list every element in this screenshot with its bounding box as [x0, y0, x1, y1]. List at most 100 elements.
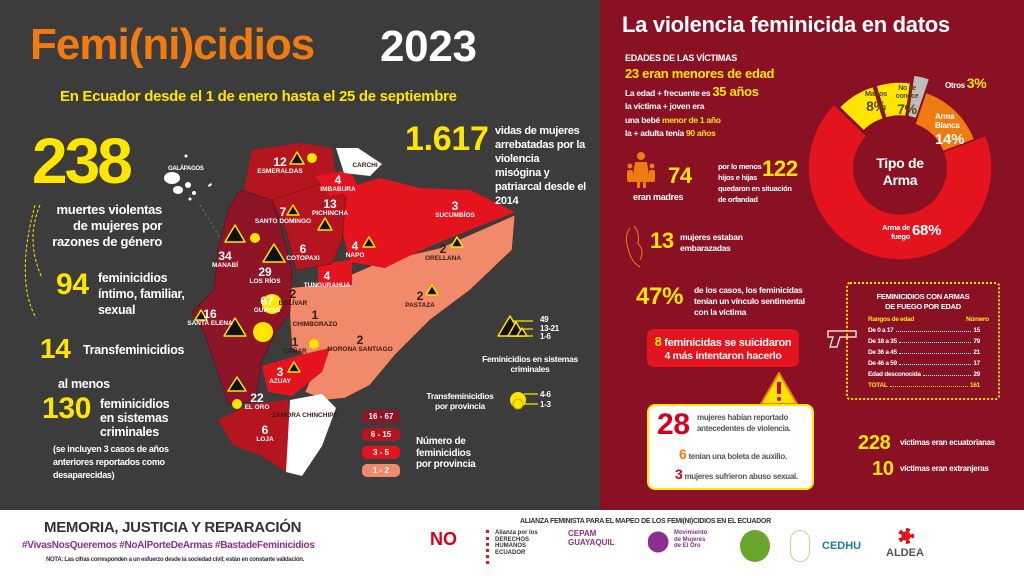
triangle-marker — [362, 236, 376, 248]
old-prefix: la + adulta tenía — [625, 128, 684, 138]
province-count: 6 — [261, 423, 269, 437]
slice-label-otros: Otros 3% — [945, 75, 987, 91]
province-label: 7 SANTO DOMINGO — [255, 206, 311, 226]
criminal-prefix: al menos — [58, 377, 110, 391]
province-name: MORONA SANTIAGO — [327, 346, 393, 353]
logo-aldea: ALDEA — [886, 547, 924, 559]
trans-count: 14 — [40, 333, 71, 364]
province-count: 12 — [273, 155, 287, 169]
province-label: 3 SUCUMBÍOS — [435, 200, 475, 220]
freq-prefix: La edad + frecuente es — [625, 88, 711, 98]
province-name: CARCHI — [352, 162, 378, 169]
footer-hashtags: #VivasNosQueremos #NoAlPorteDeArmas #Bas… — [22, 540, 315, 551]
subtitle: En Ecuador desde el 1 de enero hasta el … — [60, 88, 457, 105]
province-label: 1 CAÑAR — [283, 336, 306, 356]
region-imbabura — [315, 170, 360, 196]
triangle-marker — [287, 361, 301, 373]
trans-circles — [232, 153, 526, 410]
province-label: 2 PASTAZA — [405, 290, 435, 310]
region-carchi — [336, 148, 382, 176]
suicide-num: 8 — [654, 334, 662, 349]
circle-marker — [250, 233, 260, 243]
trans-label: Transfeminicidios — [83, 343, 185, 357]
ages-heading: EDADES DE LAS VÍCTIMAS — [625, 53, 737, 63]
region-loja — [218, 400, 292, 472]
young-value: menor de 1 año — [661, 115, 721, 125]
total-label: muertes violentas de mujeres por razones… — [52, 202, 162, 249]
old-value: 90 años — [685, 128, 716, 138]
logo-mujeres-el-oro: Movimiento de Mujeres de El Oro — [648, 530, 708, 564]
province-name: TUNGURAHUA — [303, 282, 351, 289]
orphans-label: quedaron en situación — [718, 184, 792, 193]
province-label: 4 NAPO — [346, 240, 365, 260]
suicide-attempt: 4 más intentaron hacerlo — [664, 350, 782, 362]
mothers-count: 74 — [668, 163, 692, 188]
province-label: ZAMORA CHINCHIPE — [272, 412, 338, 420]
footer-slogan: MEMORIA, JUSTICIA Y REPARACIÓN — [44, 519, 302, 536]
province-name: PASTAZA — [405, 302, 435, 309]
province-count: 2 — [289, 287, 297, 301]
province-name: MANABÍ — [212, 262, 238, 269]
province-count: 2 — [356, 333, 364, 347]
slice-label-no-se-conoce: No se conoce 7% — [895, 85, 919, 117]
total-count: 238 — [32, 125, 133, 197]
donut-slice-manos — [838, 85, 885, 132]
orphans-label: de orfandad — [718, 195, 758, 204]
province-label: 2 MORONA SANTIAGO — [327, 334, 392, 354]
firearms-by-age-table: FEMINICIDIOS CON ARMAS DE FUEGO POR EDAD … — [846, 282, 1000, 400]
reported-label: mujeres habían reportado antecedentes de… — [697, 413, 791, 433]
freq-age: La edad + frecuente es 35 años — [625, 84, 759, 99]
legend-value: 49 — [540, 315, 549, 324]
province-name: PICHINCHA — [311, 210, 349, 217]
mothers-label: eran madres — [633, 192, 684, 202]
legend-triangle-small — [516, 327, 528, 337]
province-label: CARCHI — [352, 162, 377, 170]
ecuadorian-label: víctimas eran ecuatorianas — [900, 438, 995, 447]
abuse-label: mujeres sufrieron abuso sexual. — [684, 472, 798, 481]
logo-no-mas: NO — [430, 529, 457, 549]
abuse-line: 3 mujeres sufrieron abuso sexual. — [675, 466, 798, 482]
region-sucumbios-napo — [340, 178, 515, 268]
young-1: la víctima + joven era — [625, 101, 705, 111]
suicide-box: 8 feminicidas se suicidaron 4 más intent… — [647, 329, 799, 367]
province-label: 22 EL ORO — [245, 392, 270, 412]
circle-marker — [262, 294, 282, 314]
violence-history-box: 28 mujeres habían reportado antecedentes… — [647, 404, 814, 490]
orphans-prefix: por lo menos — [718, 162, 762, 171]
province-count: 1 — [291, 335, 299, 349]
legend-count-label: Número de feminicidios por provincia — [416, 436, 476, 470]
province-name: CHIMBORAZO — [292, 321, 338, 328]
legend-criminal-label: Feminicidios en sistemas criminales — [482, 354, 578, 374]
boleta-line: 6 tenían una boleta de auxilio. — [679, 446, 787, 462]
circle-marker — [309, 339, 319, 349]
triangle-marker — [227, 376, 247, 392]
slice-label-manos: Manos 8% — [864, 89, 888, 114]
firearms-row: De 18 a 35 79 — [868, 338, 980, 345]
freq-value: 35 años — [712, 84, 759, 99]
province-count: 6 — [299, 242, 307, 256]
province-label: 34 MANABÍ — [212, 250, 238, 270]
legend-range-4: 1 - 2 — [362, 464, 400, 477]
criminal-label: feminicidios en sistemas criminales — [100, 397, 170, 439]
ecuadorian-count: 228 — [858, 432, 891, 454]
province-count: 1 — [311, 308, 319, 322]
province-name: LOJA — [256, 436, 274, 443]
province-name: SUCUMBÍOS — [435, 212, 475, 219]
province-label: 2 BOLÍVAR — [279, 288, 308, 308]
province-name: CAÑAR — [283, 348, 307, 355]
province-count: 7 — [279, 205, 287, 219]
province-label: 6 COTOPAXI — [286, 243, 319, 263]
province-name: SANTA ELENA — [187, 320, 233, 327]
foreign-count: 10 — [872, 458, 894, 480]
triangle-marker — [450, 236, 464, 248]
firearms-row: De 36 a 45 21 — [868, 349, 980, 356]
province-count: 3 — [451, 199, 459, 213]
province-count: 34 — [218, 249, 232, 263]
suicide-label: feminicidas se suicidaron — [664, 337, 792, 349]
legend-range-3: 3 - 5 — [362, 446, 400, 459]
col-range-header: Rangos de edad — [868, 316, 915, 323]
abuse-count: 3 — [675, 466, 683, 482]
footer — [0, 510, 1024, 576]
pregnant-count: 13 — [650, 228, 674, 253]
slice-label-arma-fuego: Arma de fuego — [882, 223, 910, 241]
